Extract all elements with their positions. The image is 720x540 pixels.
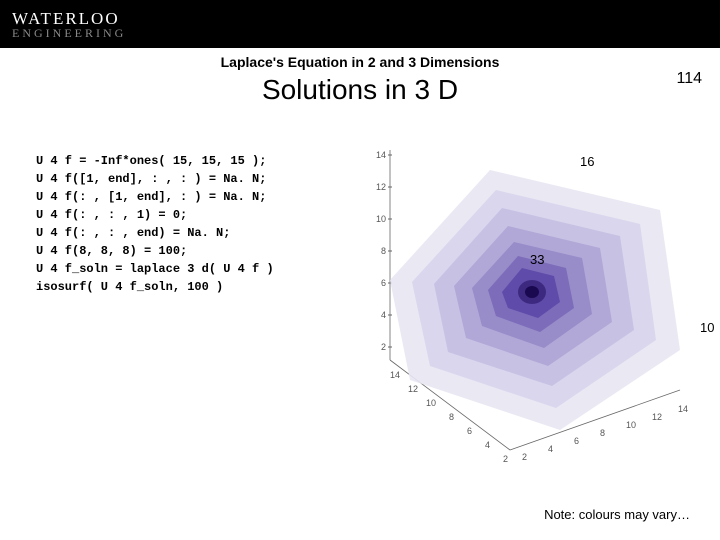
svg-text:6: 6 [574,436,579,446]
svg-text:2: 2 [503,454,508,464]
code-block: U 4 f = -Inf*ones( 15, 15, 15 ); U 4 f([… [36,152,274,296]
svg-text:2: 2 [522,452,527,462]
logo: WATERLOO ENGINEERING [12,10,126,39]
svg-text:8: 8 [449,412,454,422]
svg-text:4: 4 [381,310,386,320]
svg-text:12: 12 [408,384,418,394]
code-line: U 4 f(: , : , end) = Na. N; [36,224,274,242]
logo-sub: ENGINEERING [12,27,126,39]
svg-text:4: 4 [485,440,490,450]
isosurface-plot: 14 12 10 8 6 4 2 14 12 10 8 6 4 2 2 4 6 … [350,140,710,490]
svg-text:8: 8 [600,428,605,438]
plot-label-33: 33 [530,252,544,267]
plot-label-10: 10 [700,320,714,335]
svg-text:8: 8 [381,246,386,256]
svg-text:12: 12 [376,182,386,192]
svg-text:12: 12 [652,412,662,422]
code-line: U 4 f = -Inf*ones( 15, 15, 15 ); [36,152,274,170]
svg-text:6: 6 [467,426,472,436]
plot-svg: 14 12 10 8 6 4 2 14 12 10 8 6 4 2 2 4 6 … [350,140,710,490]
svg-text:14: 14 [678,404,688,414]
svg-text:2: 2 [381,342,386,352]
svg-text:6: 6 [381,278,386,288]
code-line: U 4 f(: , [1, end], : ) = Na. N; [36,188,274,206]
isosurface-shells [390,170,680,430]
svg-text:10: 10 [376,214,386,224]
code-line: U 4 f_soln = laplace 3 d( U 4 f ) [36,260,274,278]
header-bar: WATERLOO ENGINEERING [0,0,720,48]
page-title: Solutions in 3 D [0,74,720,106]
logo-main: WATERLOO [12,10,126,27]
code-line: isosurf( U 4 f_soln, 100 ) [36,278,274,296]
svg-text:4: 4 [548,444,553,454]
plot-label-16: 16 [580,154,594,169]
svg-text:14: 14 [376,150,386,160]
code-line: U 4 f(8, 8, 8) = 100; [36,242,274,260]
svg-text:10: 10 [626,420,636,430]
footnote: Note: colours may vary… [544,507,690,522]
page-number: 114 [676,70,702,88]
svg-text:10: 10 [426,398,436,408]
svg-text:14: 14 [390,370,400,380]
code-line: U 4 f([1, end], : , : ) = Na. N; [36,170,274,188]
code-line: U 4 f(: , : , 1) = 0; [36,206,274,224]
page-subtitle: Laplace's Equation in 2 and 3 Dimensions [0,54,720,70]
